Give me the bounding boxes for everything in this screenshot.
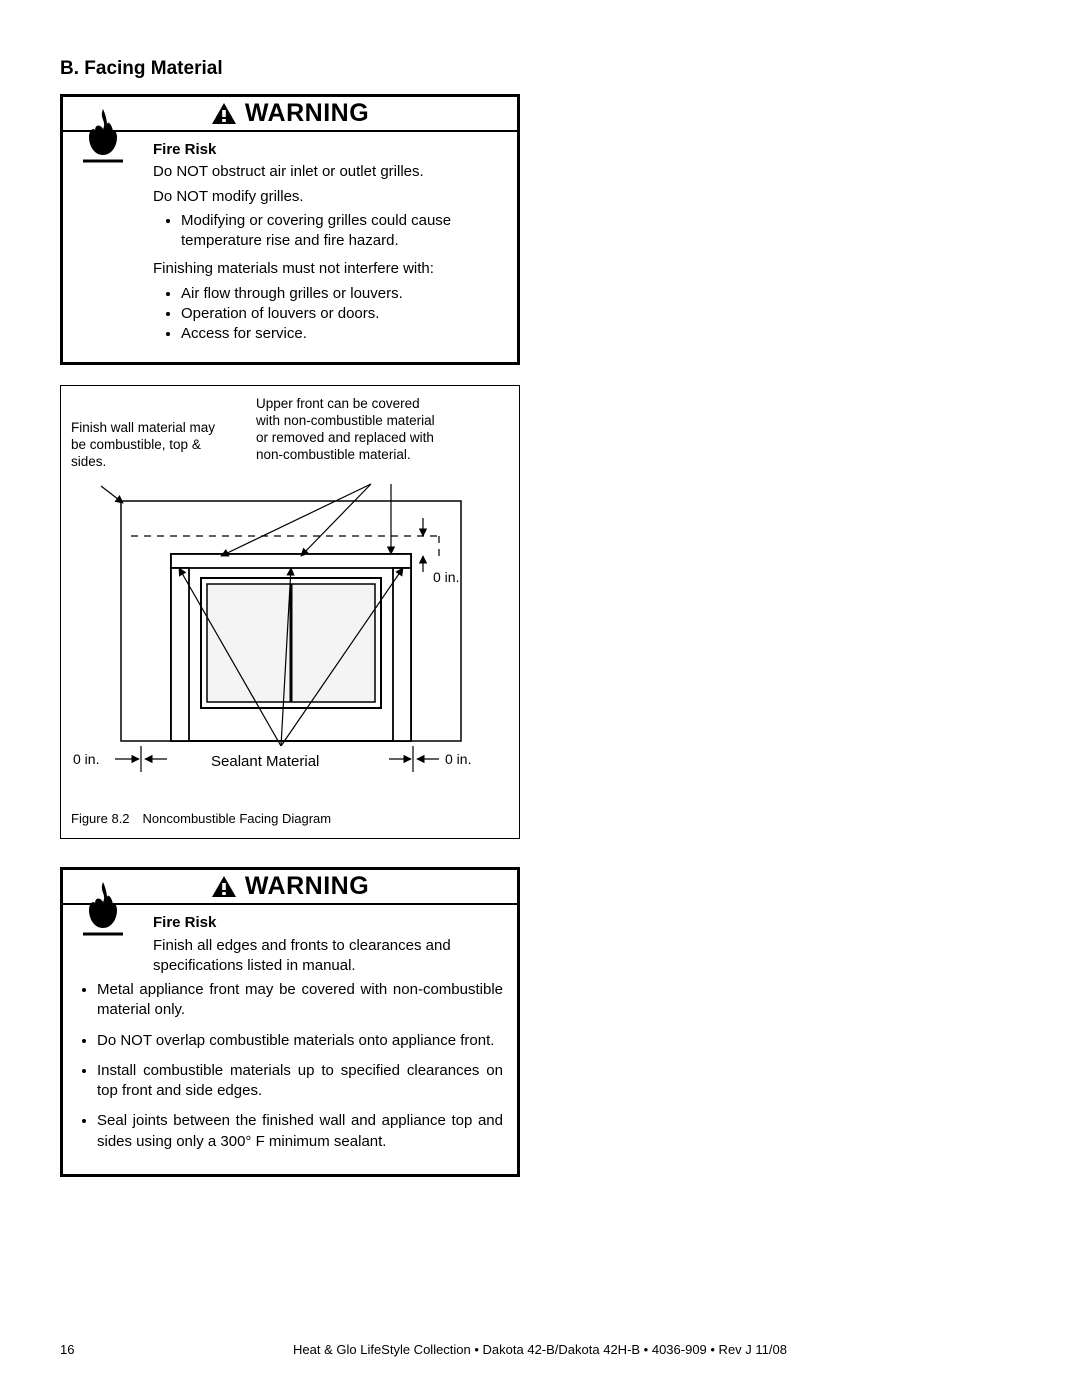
warning1-bullet1: Modifying or covering grilles could caus… <box>181 211 503 252</box>
diagram-caption: Figure 8.2 Noncombustible Facing Diagram <box>71 811 509 826</box>
warning-subheading-1: Fire Risk <box>153 140 503 160</box>
page-number: 16 <box>60 1342 120 1357</box>
diagram-sealant-label: Sealant Material <box>211 753 319 770</box>
warning2-subheading: Fire Risk <box>153 913 503 933</box>
alert-icon <box>211 102 237 126</box>
section-heading: B. Facing Material <box>60 58 480 80</box>
warning1-line3: Finishing materials must not interfere w… <box>153 259 503 279</box>
warning2-line1: Finish all edges and fronts to clearance… <box>153 936 503 977</box>
warning-header-2: WARNING <box>63 870 517 905</box>
diagram-note-left: Finish wall material may be combustible,… <box>71 420 231 471</box>
warning-title-text-1: WARNING <box>245 99 369 128</box>
warning-header-1: WARNING <box>63 97 517 132</box>
warning1-line1: Do NOT obstruct air inlet or outlet gril… <box>153 162 503 182</box>
warning-title-2: WARNING <box>211 872 369 901</box>
warning1-bullet2: Air flow through grilles or louvers. <box>181 284 503 304</box>
warning2-bullet4: Seal joints between the finished wall an… <box>97 1111 503 1152</box>
warning-box-2: WARNING Fire Risk Finish all edges and f… <box>60 867 520 1177</box>
warning-title-text-2: WARNING <box>245 872 369 901</box>
warning2-bullet3: Install combustible materials up to spec… <box>97 1061 503 1102</box>
fire-icon <box>73 878 133 948</box>
alert-icon <box>211 875 237 899</box>
warning-box-1: WARNING Fire Risk Do NOT obstruct air in… <box>60 94 520 365</box>
warning2-bullet1: Metal appliance front may be covered wit… <box>97 980 503 1021</box>
facing-diagram: 0 in. 0 in. 0 in. Sealant Material <box>71 396 511 796</box>
fire-icon <box>73 105 133 175</box>
diagram-right-0in: 0 in. <box>445 751 471 767</box>
diagram-left-0in: 0 in. <box>73 751 99 767</box>
footer-text: Heat & Glo LifeStyle Collection • Dakota… <box>120 1342 960 1357</box>
diagram-top-0in: 0 in. <box>433 569 459 585</box>
warning-title-1: WARNING <box>211 99 369 128</box>
warning1-bullet4: Access for service. <box>181 324 503 344</box>
diagram-note-right: Upper front can be covered with non-comb… <box>256 396 441 464</box>
page-content: B. Facing Material WARNING Fire Risk Do <box>0 0 540 1237</box>
warning1-line2: Do NOT modify grilles. <box>153 187 503 207</box>
warning1-bullet3: Operation of louvers or doors. <box>181 304 503 324</box>
diagram-box: 0 in. 0 in. 0 in. Sealant Material <box>60 385 520 839</box>
page-footer: 16 Heat & Glo LifeStyle Collection • Dak… <box>60 1342 1020 1357</box>
warning2-bullet2: Do NOT overlap combustible materials ont… <box>97 1031 503 1051</box>
